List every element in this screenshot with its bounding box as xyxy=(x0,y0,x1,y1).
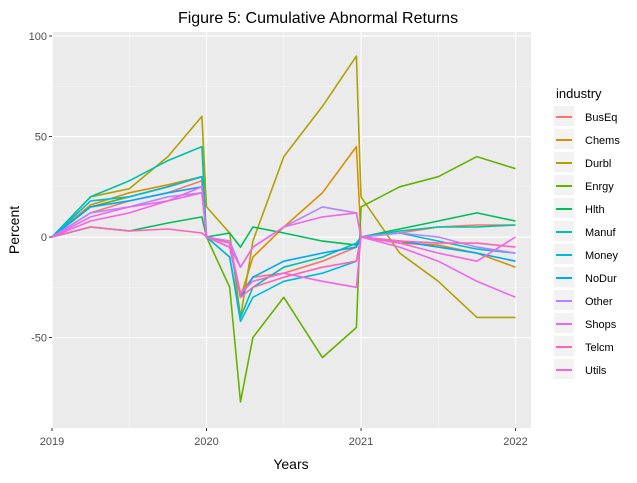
series-line-shops xyxy=(51,192,516,299)
series-line-nodur xyxy=(51,186,516,299)
legend-label-manuf: Manuf xyxy=(585,227,617,239)
x-tick-label: 2019 xyxy=(40,436,64,448)
y-tick-label: 50 xyxy=(35,132,47,144)
legend-label-durbl: Durbl xyxy=(585,158,611,170)
y-tick-label: 100 xyxy=(29,31,47,43)
legend-label-money: Money xyxy=(585,250,619,262)
legend-title: industry xyxy=(556,86,602,101)
legend-label-hlth: Hlth xyxy=(585,204,605,216)
x-tick-label: 2022 xyxy=(503,436,527,448)
series-line-telcm xyxy=(51,226,516,299)
x-tick-label: 2021 xyxy=(349,436,373,448)
legend-label-enrgy: Enrgy xyxy=(585,181,614,193)
series-line-money xyxy=(51,175,516,323)
legend-label-telcm: Telcm xyxy=(585,342,614,354)
chart-title: Figure 5: Cumulative Abnormal Returns xyxy=(178,10,458,27)
legend-label-utils: Utils xyxy=(585,365,607,377)
legend-label-other: Other xyxy=(585,296,613,308)
legend-label-nodur: NoDur xyxy=(585,273,617,285)
x-tick-label: 2020 xyxy=(194,436,218,448)
y-axis-label: Percent xyxy=(6,206,22,254)
legend: industry BusEq Chems Durbl Enrgy Hlth Manuf Mo… xyxy=(552,86,626,382)
series-line-utils xyxy=(51,186,516,295)
series-line-hlth xyxy=(51,212,516,248)
y-tick-label: -50 xyxy=(31,333,47,345)
legend-label-buseq: BusEq xyxy=(585,112,617,124)
legend-label-shops: Shops xyxy=(585,319,617,331)
y-tick-label: 0 xyxy=(41,232,47,244)
legend-label-chems: Chems xyxy=(585,135,620,147)
x-axis-label: Years xyxy=(273,456,308,472)
